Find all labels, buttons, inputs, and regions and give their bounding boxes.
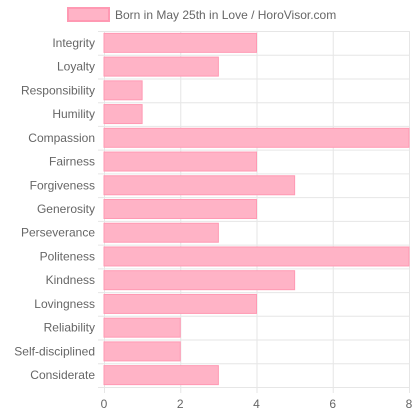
legend-swatch xyxy=(67,7,110,22)
legend[interactable]: Born in May 25th in Love / HoroVisor.com xyxy=(67,7,336,22)
gridlines xyxy=(98,31,410,393)
bar-considerate[interactable] xyxy=(103,365,219,386)
bar-humility[interactable] xyxy=(103,104,143,125)
category-label: Kindness xyxy=(46,273,95,287)
bar-fairness[interactable] xyxy=(103,151,257,172)
category-label: Reliability xyxy=(44,321,95,335)
bars xyxy=(103,32,410,386)
category-label: Self-disciplined xyxy=(14,344,95,358)
bar-responsibility[interactable] xyxy=(103,80,143,101)
bar-lovingness[interactable] xyxy=(103,293,257,314)
x-tick-label: 0 xyxy=(101,397,108,411)
x-tick-label: 8 xyxy=(406,397,413,411)
category-labels: Integrity Loyalty Responsibility Humility Co… xyxy=(14,36,95,382)
bar-loyalty[interactable] xyxy=(103,56,219,77)
bar-reliability[interactable] xyxy=(103,317,181,338)
category-label: Compassion xyxy=(28,131,95,145)
category-label: Generosity xyxy=(37,202,95,216)
x-tick-label: 6 xyxy=(329,397,336,411)
bar-perseverance[interactable] xyxy=(103,222,219,243)
x-axis-tick-labels: 0 2 4 6 8 xyxy=(101,397,413,411)
category-label: Fairness xyxy=(49,155,95,169)
category-label: Perseverance xyxy=(21,226,95,240)
bar-forgiveness[interactable] xyxy=(103,175,296,196)
legend-label: Born in May 25th in Love / HoroVisor.com xyxy=(115,8,336,22)
category-label: Humility xyxy=(52,107,95,121)
category-label: Considerate xyxy=(30,368,95,382)
bar-generosity[interactable] xyxy=(103,199,257,219)
category-label: Lovingness xyxy=(34,297,95,311)
bar-self-disciplined[interactable] xyxy=(103,341,181,362)
x-tick-label: 2 xyxy=(177,397,184,411)
x-tick-label: 4 xyxy=(253,397,260,411)
category-label: Forgiveness xyxy=(30,178,95,192)
category-label: Loyalty xyxy=(57,60,95,74)
bar-compassion[interactable] xyxy=(103,127,410,148)
bar-integrity[interactable] xyxy=(103,32,257,53)
category-label: Integrity xyxy=(52,36,95,50)
bar-politeness[interactable] xyxy=(103,246,410,267)
bar-kindness[interactable] xyxy=(103,270,296,291)
category-label: Responsibility xyxy=(21,83,95,97)
category-label: Politeness xyxy=(40,249,95,263)
